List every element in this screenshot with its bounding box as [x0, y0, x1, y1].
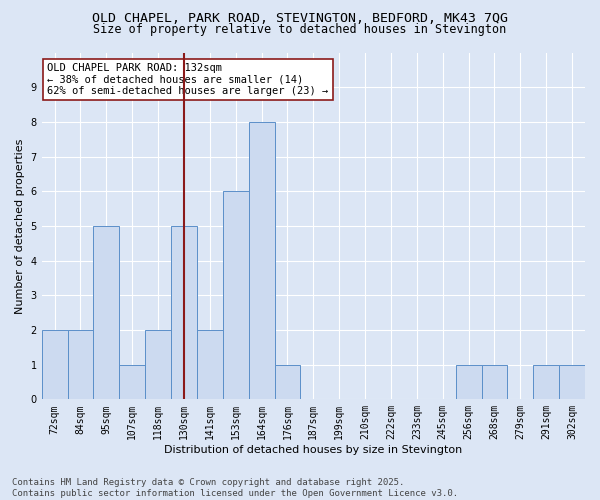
Text: OLD CHAPEL, PARK ROAD, STEVINGTON, BEDFORD, MK43 7QG: OLD CHAPEL, PARK ROAD, STEVINGTON, BEDFO…	[92, 12, 508, 26]
Bar	[171, 226, 197, 400]
Bar	[275, 364, 301, 400]
Bar	[482, 364, 508, 400]
Bar	[145, 330, 171, 400]
Bar	[119, 364, 145, 400]
Text: Contains HM Land Registry data © Crown copyright and database right 2025.
Contai: Contains HM Land Registry data © Crown c…	[12, 478, 458, 498]
Text: OLD CHAPEL PARK ROAD: 132sqm
← 38% of detached houses are smaller (14)
62% of se: OLD CHAPEL PARK ROAD: 132sqm ← 38% of de…	[47, 63, 328, 96]
Bar	[559, 364, 585, 400]
Bar	[68, 330, 94, 400]
Bar	[248, 122, 275, 400]
Bar	[533, 364, 559, 400]
Bar	[197, 330, 223, 400]
Bar	[94, 226, 119, 400]
Y-axis label: Number of detached properties: Number of detached properties	[15, 138, 25, 314]
Bar	[41, 330, 68, 400]
Bar	[455, 364, 482, 400]
X-axis label: Distribution of detached houses by size in Stevington: Distribution of detached houses by size …	[164, 445, 463, 455]
Bar	[223, 191, 248, 400]
Text: Size of property relative to detached houses in Stevington: Size of property relative to detached ho…	[94, 22, 506, 36]
